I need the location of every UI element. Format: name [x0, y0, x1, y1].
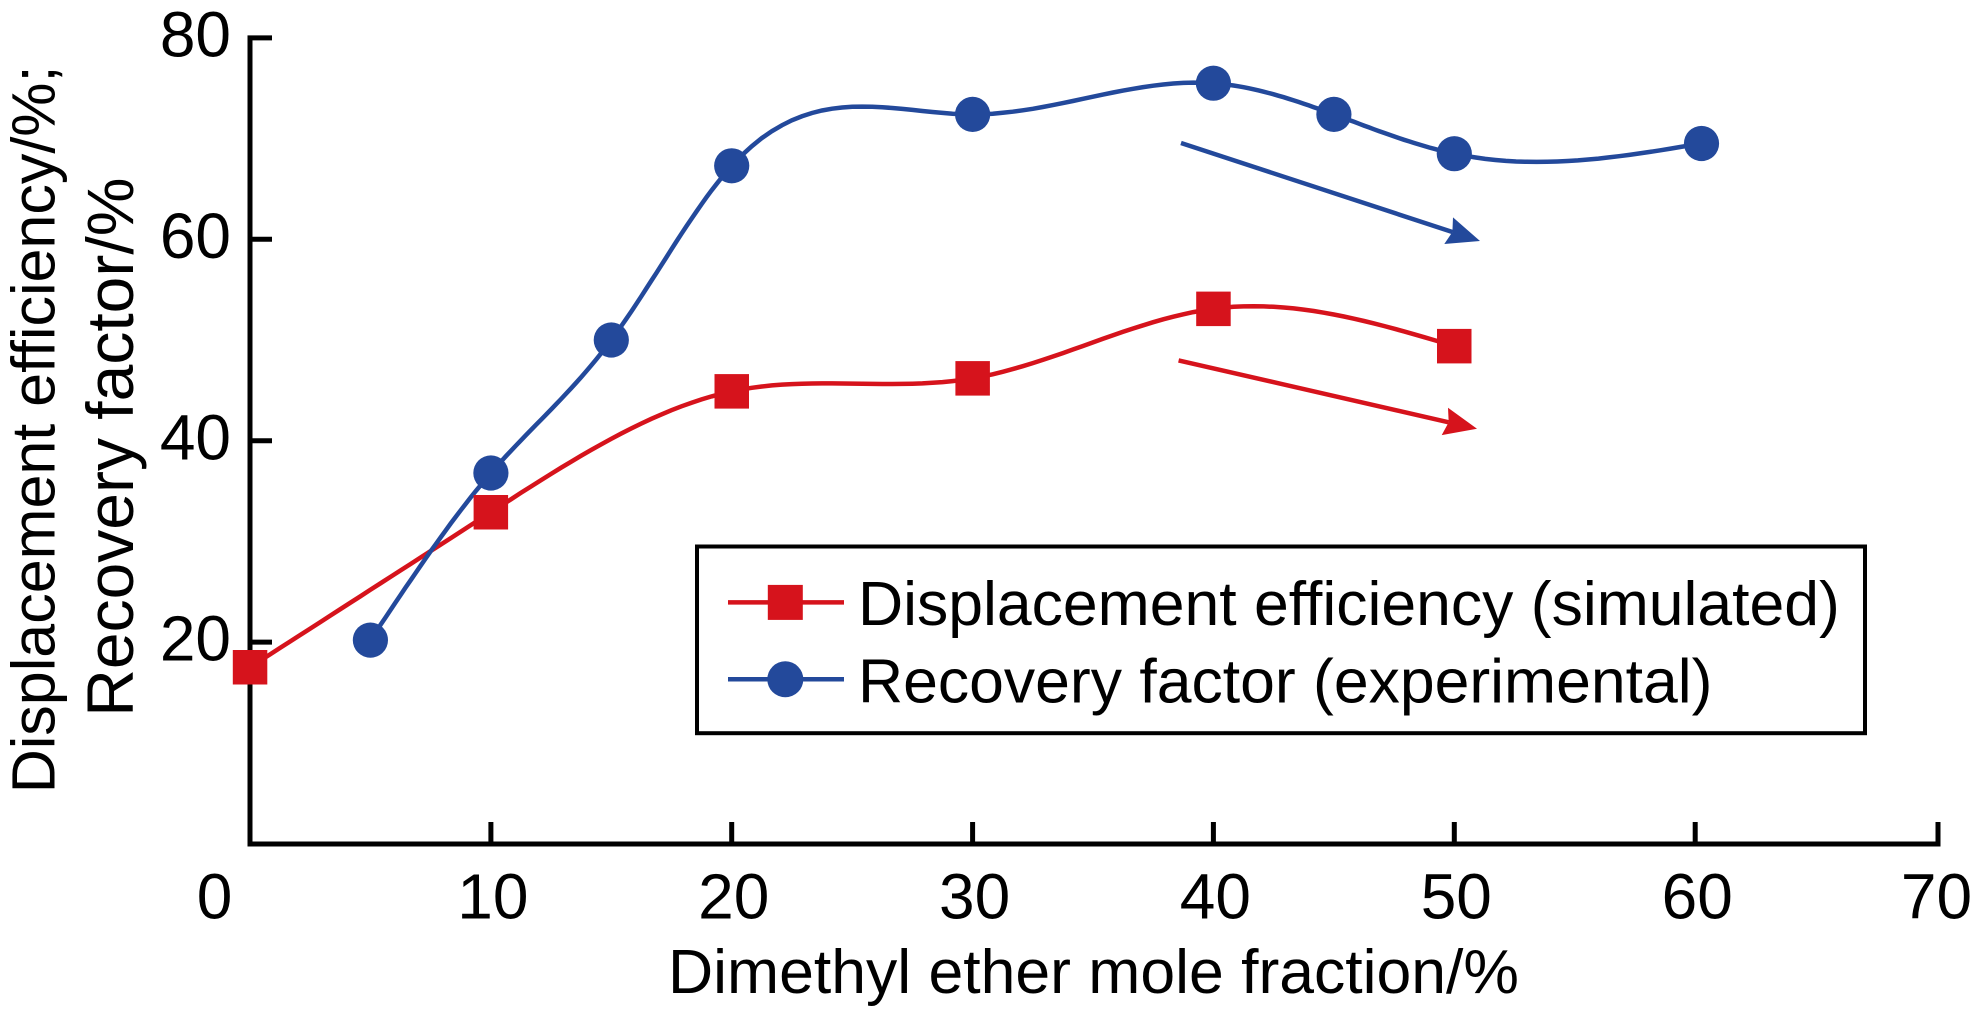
svg-text:20: 20: [698, 861, 769, 933]
svg-text:80: 80: [160, 0, 231, 71]
svg-text:Dimethyl ether mole fraction/%: Dimethyl ether mole fraction/%: [668, 937, 1519, 1007]
svg-text:40: 40: [160, 401, 231, 473]
svg-text:50: 50: [1421, 861, 1492, 933]
svg-text:40: 40: [1180, 861, 1251, 933]
svg-text:70: 70: [1901, 861, 1972, 933]
svg-text:Displacement efficiency (simul: Displacement efficiency (simulated): [858, 569, 1840, 639]
svg-text:Recovery factor/%: Recovery factor/%: [73, 178, 147, 717]
svg-text:20: 20: [160, 603, 231, 675]
svg-text:60: 60: [160, 200, 231, 272]
svg-text:60: 60: [1662, 861, 1733, 933]
svg-text:10: 10: [457, 861, 528, 933]
svg-text:0: 0: [197, 861, 233, 933]
svg-text:Recovery factor (experimental): Recovery factor (experimental): [858, 647, 1712, 717]
svg-text:Displacement efficiency/%;: Displacement efficiency/%;: [0, 65, 67, 793]
svg-text:30: 30: [939, 861, 1010, 933]
